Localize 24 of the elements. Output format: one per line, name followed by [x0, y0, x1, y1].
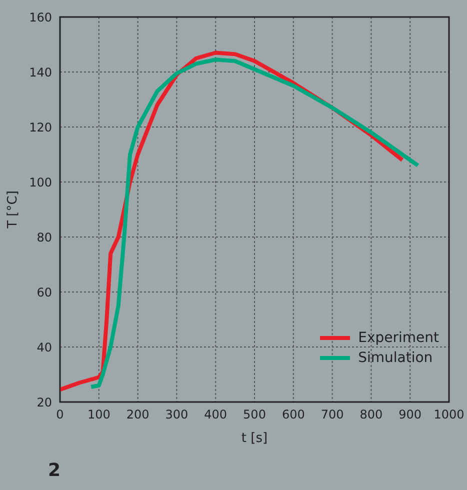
- y-tick-label: 80: [36, 230, 52, 244]
- y-tick-label: 20: [36, 395, 52, 410]
- x-tick-label: 500: [243, 408, 266, 422]
- x-tick-label: 400: [204, 408, 228, 422]
- x-tick-label: 900: [398, 408, 422, 422]
- x-tick-label: 700: [320, 408, 344, 422]
- y-tick-label: 160: [29, 10, 52, 24]
- legend-label: Experiment: [358, 330, 439, 346]
- y-tick-label: 100: [29, 175, 52, 190]
- legend-label: Simulation: [358, 350, 433, 366]
- y-axis-title: T [°C]: [6, 190, 21, 230]
- text: 2: [48, 460, 61, 481]
- x-tick-label: 100: [87, 408, 110, 422]
- y-tick-label: 40: [36, 340, 52, 354]
- x-tick-label: 1000: [434, 408, 464, 422]
- y-tick-label: 120: [29, 120, 52, 134]
- x-tick-label: 0: [56, 408, 64, 422]
- x-tick-label: 800: [360, 408, 383, 422]
- x-tick-label: 300: [165, 408, 188, 422]
- x-tick-label: 200: [126, 408, 150, 422]
- x-tick-label: 600: [282, 408, 305, 422]
- x-axis-title: t [s]: [241, 431, 268, 446]
- y-tick-label: 140: [29, 65, 52, 80]
- y-tick-label: 60: [36, 285, 52, 300]
